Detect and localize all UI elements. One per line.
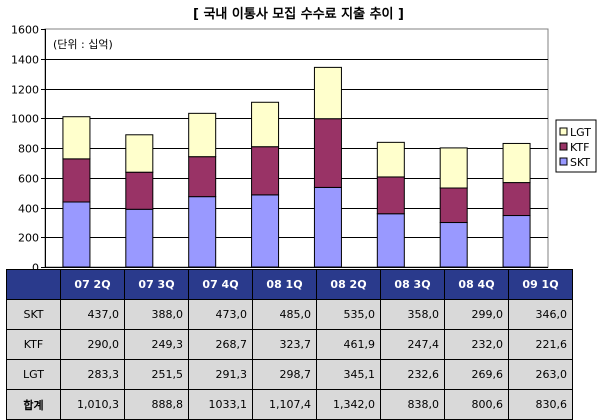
y-tick-label: 1200 bbox=[11, 84, 39, 97]
table-cell: 346,0 bbox=[508, 299, 573, 330]
bar-lgt bbox=[313, 66, 342, 120]
table-cell: 247,4 bbox=[380, 329, 445, 360]
bar-skt bbox=[125, 208, 154, 268]
table-cell: 291,3 bbox=[188, 359, 253, 390]
table-column-header: 07 2Q bbox=[60, 269, 125, 300]
table-cell: 1033,1 bbox=[188, 389, 253, 420]
bar-skt bbox=[188, 196, 217, 268]
table-cell: 461,9 bbox=[316, 329, 381, 360]
table-cell: 1,107,4 bbox=[252, 389, 317, 420]
bar-ktf bbox=[188, 156, 217, 198]
bar-ktf bbox=[313, 118, 342, 188]
table-cell: 299,0 bbox=[444, 299, 509, 330]
table-cell: 388,0 bbox=[124, 299, 189, 330]
table-cell: 323,7 bbox=[252, 329, 317, 360]
y-tick-label: 1400 bbox=[11, 54, 39, 67]
table-corner-cell bbox=[6, 269, 61, 300]
table-row-label: 합계 bbox=[6, 389, 61, 420]
bar-ktf bbox=[62, 158, 91, 203]
table-row-label: SKT bbox=[6, 299, 61, 330]
table-column-header: 08 1Q bbox=[252, 269, 317, 300]
table-row: KTF 290,0 249,3 268,7 323,7 461,9 247,4 232,0 22… bbox=[6, 329, 573, 360]
chart-figure: 0 200 400 600 800 1000 1200 1400 1600 (단위 : 십억) LG… bbox=[6, 7, 597, 420]
table-cell: 838,0 bbox=[380, 389, 445, 420]
y-tick-label: 800 bbox=[18, 143, 39, 156]
bar-lgt bbox=[439, 147, 468, 189]
table-cell: 830,6 bbox=[508, 389, 573, 420]
legend-swatch-lgt bbox=[559, 127, 568, 136]
table-row: LGT 283,3 251,5 291,3 298,7 345,1 232,6 269,6 26… bbox=[6, 359, 573, 390]
bar-skt bbox=[439, 222, 468, 268]
legend-label-skt: SKT bbox=[570, 156, 590, 169]
table-column-header: 09 1Q bbox=[508, 269, 573, 300]
y-tick-label: 400 bbox=[18, 203, 39, 216]
table-cell: 437,0 bbox=[60, 299, 125, 330]
bar-lgt bbox=[376, 141, 405, 178]
table-cell: 345,1 bbox=[316, 359, 381, 390]
bar-lgt bbox=[188, 112, 217, 158]
table-cell: 232,6 bbox=[380, 359, 445, 390]
table-column-header: 08 2Q bbox=[316, 269, 381, 300]
y-tick-label: 1600 bbox=[11, 24, 39, 37]
table-cell: 485,0 bbox=[252, 299, 317, 330]
stacked-bar-chart: 0 200 400 600 800 1000 1200 1400 1600 (단위 : 십억) LG… bbox=[11, 24, 597, 271]
data-table: 07 2Q 07 3Q 07 4Q 08 1Q 08 2Q 08 3Q 08 4Q 09 1Q… bbox=[6, 269, 573, 420]
table-cell: 535,0 bbox=[316, 299, 381, 330]
bar-lgt bbox=[62, 116, 91, 160]
table-cell: 358,0 bbox=[380, 299, 445, 330]
chart-title: [ 국내 이통사 모집 수수료 지출 추이 ] bbox=[192, 7, 404, 22]
table-column-header: 07 3Q bbox=[124, 269, 189, 300]
table-column-header: 08 4Q bbox=[444, 269, 509, 300]
legend-label-lgt: LGT bbox=[570, 126, 591, 139]
table-cell: 888,8 bbox=[124, 389, 189, 420]
table-header-row: 07 2Q 07 3Q 07 4Q 08 1Q 08 2Q 08 3Q 08 4Q 09 1Q bbox=[6, 269, 573, 300]
table-column-header: 08 3Q bbox=[380, 269, 445, 300]
y-tick-label: 600 bbox=[18, 173, 39, 186]
table-column-header: 07 4Q bbox=[188, 269, 253, 300]
table-row: SKT 437,0 388,0 473,0 485,0 535,0 358,0 299,0 34… bbox=[6, 299, 573, 330]
y-tick-label: 1000 bbox=[11, 113, 39, 126]
unit-note: (단위 : 십억) bbox=[53, 38, 113, 51]
table-cell: 800,6 bbox=[444, 389, 509, 420]
bar-ktf bbox=[502, 182, 531, 217]
bar-lgt bbox=[251, 101, 280, 148]
table-cell: 283,3 bbox=[60, 359, 125, 390]
bar-skt bbox=[313, 186, 342, 268]
table-cell: 232,0 bbox=[444, 329, 509, 360]
y-tick-label: 0 bbox=[32, 262, 39, 271]
bar-ktf bbox=[376, 176, 405, 215]
bar-skt bbox=[376, 213, 405, 268]
bar-skt bbox=[251, 194, 280, 268]
table-cell: 1,010,3 bbox=[60, 389, 125, 420]
table-cell: 290,0 bbox=[60, 329, 125, 360]
table-cell: 251,5 bbox=[124, 359, 189, 390]
table-cell: 473,0 bbox=[188, 299, 253, 330]
table-cell: 221,6 bbox=[508, 329, 573, 360]
legend-label-ktf: KTF bbox=[570, 141, 589, 154]
bar-skt bbox=[502, 215, 531, 268]
bar-ktf bbox=[125, 171, 154, 210]
legend-swatch-skt bbox=[559, 157, 568, 166]
table-cell: 1,342,0 bbox=[316, 389, 381, 420]
table-cell: 263,0 bbox=[508, 359, 573, 390]
table-row-label: LGT bbox=[6, 359, 61, 390]
table-row: 합계 1,010,3 888,8 1033,1 1,107,4 1,342,0 838,0 8… bbox=[6, 389, 573, 420]
bar-lgt bbox=[125, 134, 154, 173]
legend-swatch-ktf bbox=[559, 142, 568, 151]
table-cell: 249,3 bbox=[124, 329, 189, 360]
y-tick-label: 200 bbox=[18, 232, 39, 245]
table-cell: 298,7 bbox=[252, 359, 317, 390]
bar-ktf bbox=[439, 187, 468, 224]
bar-ktf bbox=[251, 146, 280, 196]
bar-lgt bbox=[502, 142, 531, 184]
table-cell: 269,6 bbox=[444, 359, 509, 390]
table-row-label: KTF bbox=[6, 329, 61, 360]
table-cell: 268,7 bbox=[188, 329, 253, 360]
bar-skt bbox=[62, 201, 91, 268]
